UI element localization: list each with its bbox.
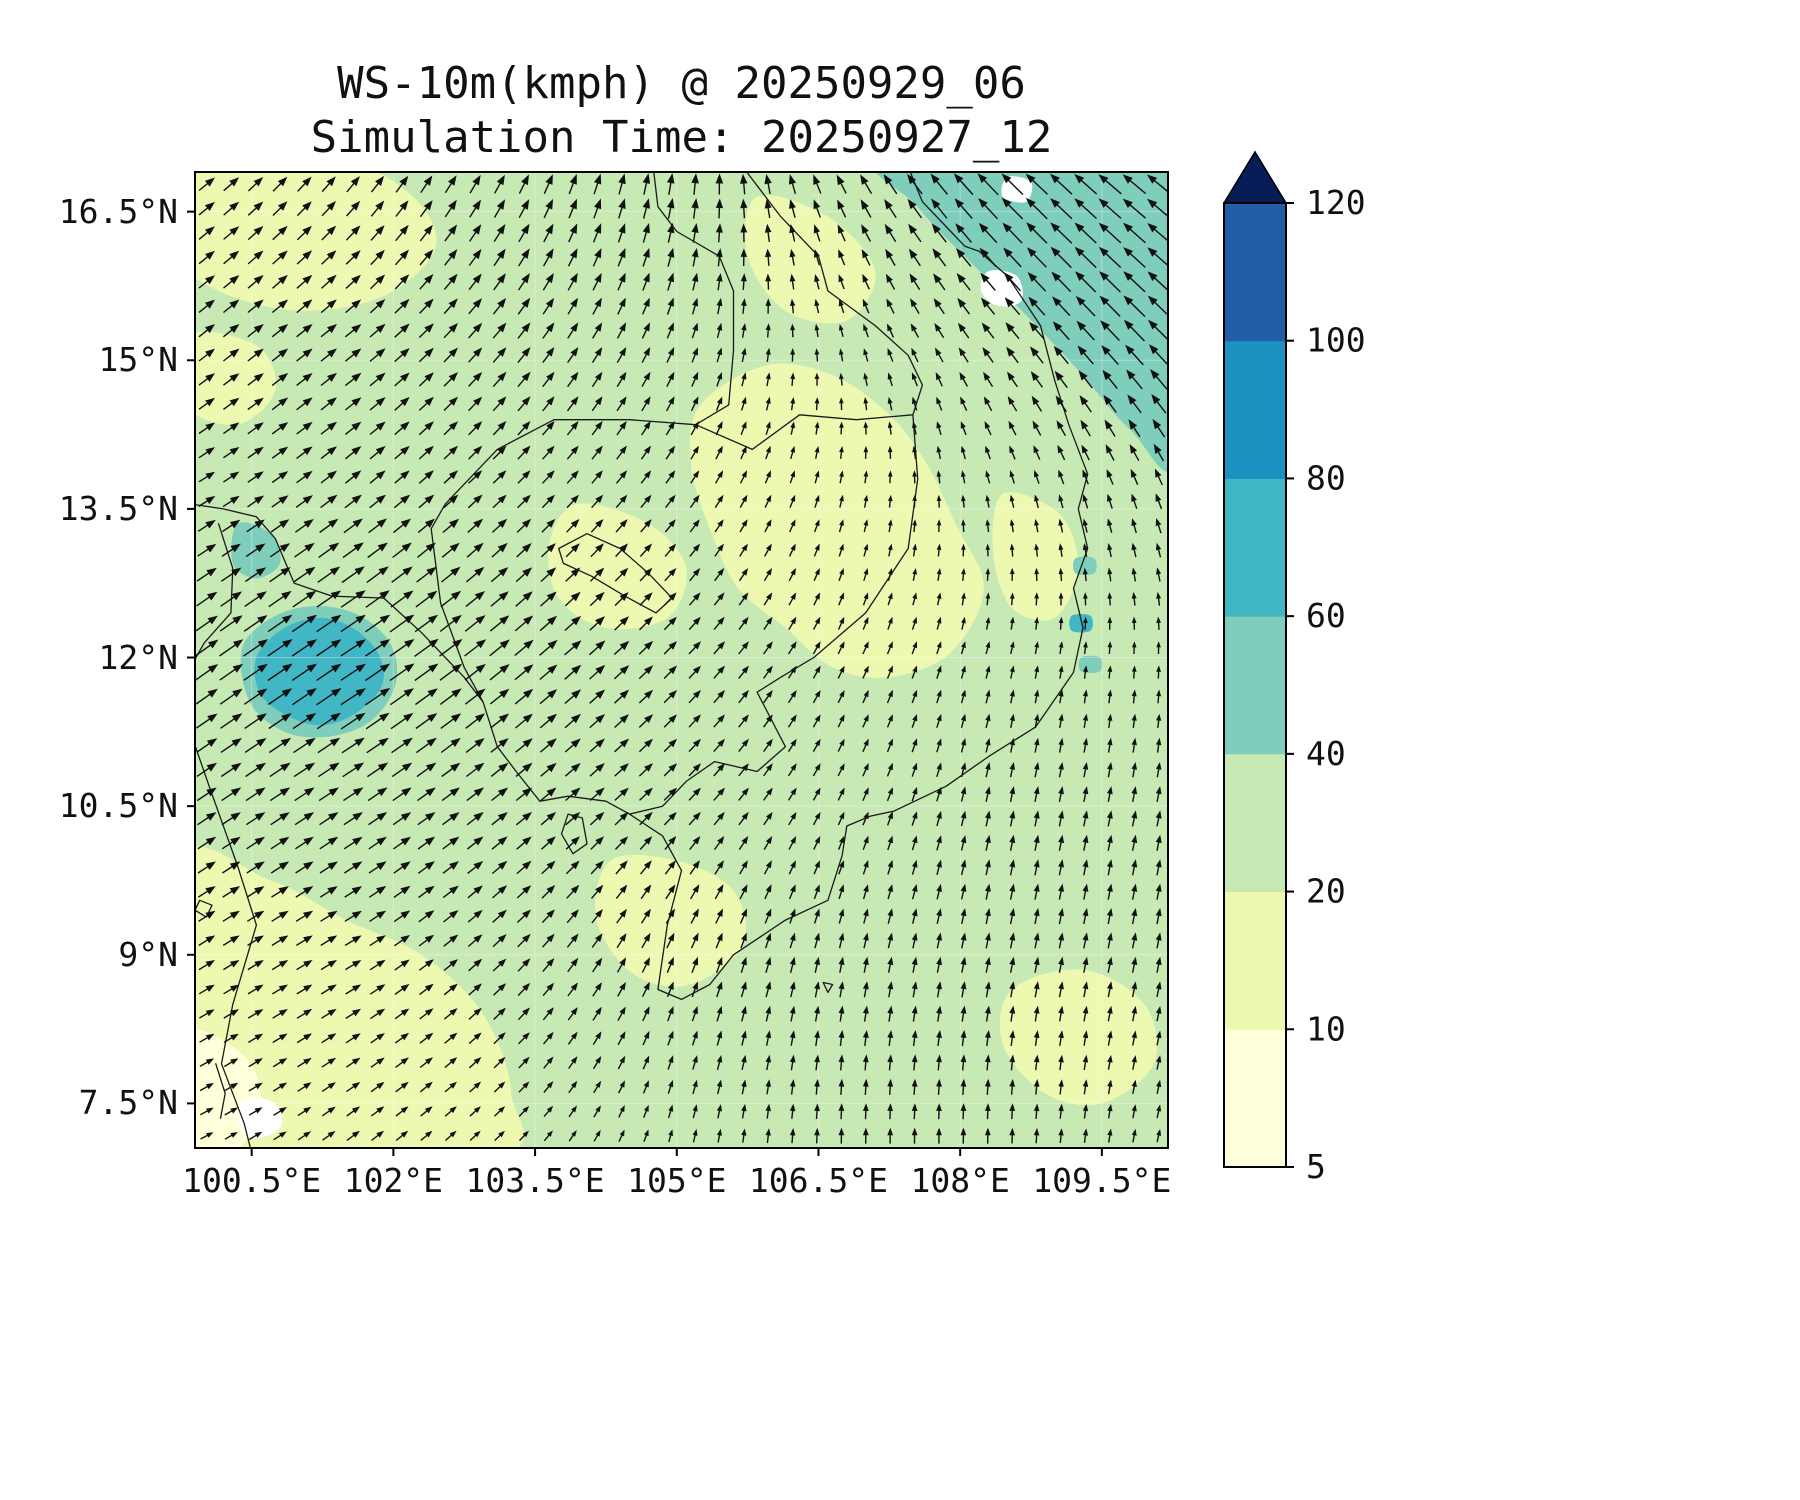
- patch-yellow-bottom-right: [999, 969, 1158, 1106]
- colorbar-segment: [1224, 616, 1286, 755]
- colorbar-segment: [1224, 753, 1286, 893]
- outline-border-cambodia-vietnam: [628, 414, 919, 815]
- outline-lagoon-songkhla: [215, 1063, 226, 1119]
- patch-white-spot-danang: [980, 270, 1023, 307]
- colorbar: 5 10 20 40 60 80 100 120: [1222, 150, 1366, 1186]
- chart-subtitle: Simulation Time: 20250927_12: [310, 112, 1053, 163]
- colorbar-tick-label: 100: [1306, 321, 1366, 360]
- map-plot: [187, 171, 1169, 1156]
- colorbar-segment: [1224, 891, 1286, 1030]
- patch-yellow-central-cambodia: [548, 503, 687, 630]
- patch-yellow-central-right: [689, 363, 984, 679]
- x-tick-label: 100.5°E: [182, 1161, 322, 1200]
- x-tick-label: 103.5°E: [465, 1161, 605, 1200]
- colorbar-frame: [1223, 202, 1287, 1168]
- colorbar-tick-label: 80: [1306, 458, 1346, 497]
- outline-coast-thai-peninsula-north: [195, 523, 234, 661]
- patch-yellow-mekong-delta: [595, 854, 747, 987]
- colorbar-segment: [1224, 340, 1286, 479]
- outline-island-phu-quoc: [560, 813, 588, 855]
- patch-teal-coast-spot-1: [1073, 556, 1097, 576]
- quiver-arrow-shafts: [195, 177, 1168, 1144]
- axis-tick-marks: [187, 210, 1103, 1156]
- outline-coast-gulf-and-vietnam: [195, 172, 1089, 1001]
- colorbar-segment: [1224, 1029, 1286, 1168]
- plot-frame: [194, 171, 1169, 1149]
- x-tick-label: 108°E: [910, 1161, 1010, 1200]
- map-layers: [195, 172, 1168, 1148]
- coastlines-and-borders: [195, 172, 1089, 1148]
- colorbar-tick-label: 10: [1306, 1009, 1346, 1048]
- y-tick-label: 15°N: [98, 340, 178, 380]
- y-tick-label: 16.5°N: [58, 191, 178, 231]
- y-tick-label: 13.5°N: [58, 488, 178, 528]
- graticule: [195, 172, 1168, 1148]
- x-tick-label: 109.5°E: [1032, 1161, 1172, 1200]
- y-tick-label: 12°N: [98, 637, 178, 677]
- patch-teal-coast-spot-2: [1069, 614, 1093, 633]
- outline-border-laos-vietnam: [745, 172, 924, 416]
- colorbar-tick-label: 60: [1306, 596, 1346, 635]
- colorbar-segment: [1224, 478, 1286, 617]
- y-tick-label: 7.5°N: [78, 1083, 178, 1123]
- y-tick-label: 9°N: [118, 934, 178, 974]
- x-tick-label: 102°E: [343, 1161, 444, 1200]
- x-tick-label: 105°E: [627, 1161, 727, 1200]
- colorbar-extend-triangle: [1222, 150, 1288, 204]
- colorbar-tick-label: 20: [1306, 872, 1346, 911]
- outline-border-cambodia-laos: [695, 414, 914, 451]
- patch-yellow-laos-strip: [744, 195, 876, 324]
- patch-yellow-bottom-left: [195, 846, 524, 1148]
- patch-white-spot-south: [237, 1097, 282, 1139]
- y-tick-label: 10.5°N: [58, 786, 178, 826]
- colorbar-tick-label: 120: [1306, 183, 1366, 222]
- colorbar-segment: [1224, 203, 1286, 342]
- x-tick-label: 106.5°E: [748, 1161, 888, 1200]
- outline-border-thailand-laos: [653, 172, 735, 426]
- patch-teal-northeast-sea: [876, 172, 1168, 472]
- outline-island-con-son: [822, 981, 834, 994]
- patch-teal-coast-spot-3: [1078, 655, 1103, 674]
- chart-title: WS-10m(kmph) @ 20250929_06: [337, 58, 1026, 109]
- colorbar-tick-label: 40: [1306, 734, 1346, 773]
- outline-coast-thai-peninsula-south: [195, 743, 258, 1148]
- colorbar-tick-label: 5: [1306, 1147, 1326, 1186]
